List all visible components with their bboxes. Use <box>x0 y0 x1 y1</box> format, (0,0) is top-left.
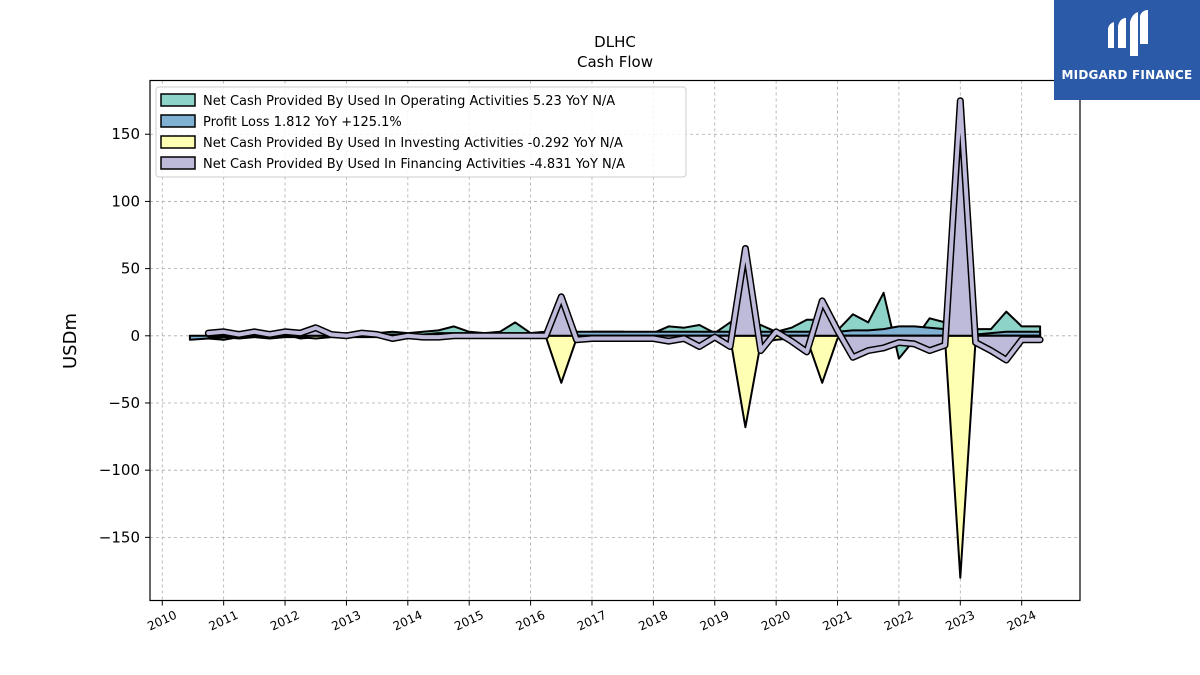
x-tick-label: 2013 <box>329 608 363 634</box>
x-tick-label: 2024 <box>1005 608 1039 634</box>
x-tick-label: 2015 <box>452 608 486 634</box>
x-tick-label: 2017 <box>575 608 609 634</box>
x-tick-label: 2011 <box>207 608 241 634</box>
legend-label: Net Cash Provided By Used In Financing A… <box>203 157 625 172</box>
x-tick-label: 2019 <box>698 608 732 634</box>
y-tick-label: 150 <box>111 125 140 143</box>
x-tick-label: 2014 <box>391 608 425 634</box>
legend-label: Net Cash Provided By Used In Investing A… <box>203 136 623 151</box>
legend-label: Profit Loss 1.812 YoY +125.1% <box>203 115 402 130</box>
x-tick-label: 2022 <box>882 608 916 634</box>
x-tick-label: 2018 <box>636 608 670 634</box>
series-line <box>206 98 1043 362</box>
y-tick-label: 50 <box>121 260 140 278</box>
y-tick-label: −150 <box>99 528 140 546</box>
legend-swatch <box>160 156 196 170</box>
y-tick-label: 100 <box>111 192 140 210</box>
x-tick-label: 2023 <box>943 608 977 634</box>
y-tick-label: −100 <box>99 461 140 479</box>
brand-logo: MIDGARD FINANCE <box>1054 0 1200 100</box>
legend: Net Cash Provided By Used In Operating A… <box>155 86 687 178</box>
chart-title: DLHC <box>594 33 636 51</box>
x-tick-label: 2020 <box>759 608 793 634</box>
legend-swatch <box>160 114 196 128</box>
x-tick-label: 2012 <box>268 608 302 634</box>
series-area <box>207 334 1042 579</box>
legend-box <box>155 86 687 178</box>
y-axis-label: USDm <box>60 313 81 369</box>
legend-label: Net Cash Provided By Used In Operating A… <box>203 94 615 109</box>
axis-ticks: 2010 2011 2012 2013 2014 2015 2016 2017 2018 2019… <box>99 125 1038 633</box>
x-tick-label: 2010 <box>145 608 179 634</box>
plot-area <box>188 97 1044 579</box>
plot-frame <box>149 79 1081 602</box>
x-tick-label: 2016 <box>514 608 548 634</box>
legend-swatch <box>160 93 196 107</box>
y-tick-label: 0 <box>130 327 140 345</box>
y-tick-label: −50 <box>108 394 140 412</box>
logo-text: MIDGARD FINANCE <box>1061 68 1193 82</box>
x-tick-label: 2021 <box>821 608 855 634</box>
chart-subtitle: Cash Flow <box>577 53 653 71</box>
logo-mark-icon <box>1108 10 1148 56</box>
legend-swatch <box>160 135 196 149</box>
